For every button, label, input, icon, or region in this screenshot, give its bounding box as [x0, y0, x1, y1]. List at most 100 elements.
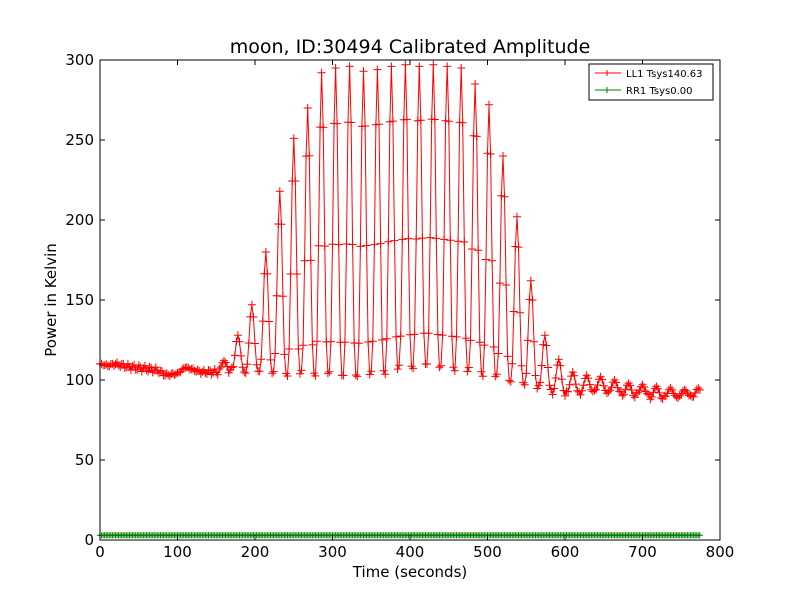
series-point-ll1: [272, 291, 281, 300]
series-point-ll1: [326, 337, 335, 346]
series-point-ll1: [345, 62, 354, 71]
series-point-ll1: [516, 308, 524, 317]
series-point-ll1: [619, 390, 628, 399]
series-point-ll1: [311, 371, 320, 380]
series-point-ll1: [269, 367, 278, 376]
series-point-ll1: [449, 363, 458, 372]
series-point-ll1: [457, 64, 466, 72]
series-point-ll1: [499, 152, 507, 160]
series-point-ll1: [443, 62, 452, 71]
series-point-ll1: [506, 377, 515, 386]
series-point-ll1: [402, 115, 411, 124]
x-tick-label: 700: [628, 543, 657, 561]
series-point-ll1: [565, 380, 574, 389]
series-point-ll1: [599, 381, 608, 390]
series-point-ll1: [347, 118, 356, 127]
series-point-ll1: [482, 255, 490, 264]
series-point-ll1: [356, 242, 365, 251]
series-point-ll1: [435, 363, 444, 372]
series-point-ll1: [294, 345, 303, 353]
series-point-ll1: [437, 361, 445, 370]
series-point-rr1: [696, 532, 703, 539]
series-point-ll1: [354, 339, 363, 348]
series-point-ll1: [368, 337, 377, 346]
series-point-ll1: [691, 388, 700, 397]
series-point-ll1: [627, 386, 636, 394]
series-point-ll1: [433, 330, 442, 339]
series-point-ll1: [454, 237, 463, 246]
series-point-ll1: [536, 378, 545, 387]
series-point-ll1: [171, 370, 180, 379]
series-point-ll1: [263, 269, 272, 278]
series-point-ll1: [140, 361, 149, 370]
series-point-ll1: [297, 366, 306, 375]
series-point-ll1: [630, 393, 639, 402]
series-point-ll1: [477, 367, 486, 376]
series-point-ll1: [545, 381, 554, 390]
series-point-ll1: [429, 60, 438, 69]
series-point-ll1: [235, 337, 244, 346]
series-point-ll1: [249, 313, 258, 321]
series-point-ll1: [547, 385, 555, 394]
legend-box: [588, 63, 714, 101]
series-point-ll1: [486, 150, 495, 158]
series-point-ll1: [373, 65, 382, 74]
series-point-ll1: [308, 340, 317, 349]
series-point-ll1: [220, 356, 228, 365]
y-tick-label: 150: [65, 291, 94, 309]
series-point-ll1: [635, 386, 644, 395]
series-point-ll1: [531, 371, 540, 380]
series-point-ll1: [216, 363, 225, 372]
series-point-ll1: [561, 391, 569, 400]
series-point-ll1: [460, 238, 469, 246]
series-point-ll1: [452, 332, 461, 341]
series-point-ll1: [382, 334, 391, 343]
series-point-ll1: [247, 300, 256, 309]
series-point-ll1: [485, 100, 493, 109]
series-point-ll1: [418, 234, 427, 243]
series-point-ll1: [221, 358, 230, 367]
series-point-ll1: [592, 385, 600, 394]
series-point-ll1: [283, 372, 292, 380]
series-point-ll1: [299, 341, 308, 350]
ticks-layer: 0 100 200 300 400 500 600 700 800 0 50 100 150 200 250…: [65, 51, 734, 561]
series-point-ll1: [450, 366, 459, 375]
series-point-ll1: [233, 331, 242, 340]
legend: LL1 Tsys140.63 RR1 Tsys0.00: [588, 63, 714, 101]
series-point-ll1: [430, 115, 439, 124]
y-tick-label: 300: [65, 51, 94, 69]
series-point-ll1: [215, 364, 224, 373]
series-point-ll1: [440, 235, 449, 244]
series-point-ll1: [261, 248, 270, 256]
series-point-ll1: [694, 384, 703, 392]
series-point-ll1: [376, 239, 385, 248]
series-point-ll1: [313, 337, 321, 346]
series-point-ll1: [303, 104, 312, 112]
series-point-ll1: [475, 338, 484, 347]
x-tick-label: 600: [551, 543, 580, 561]
series-point-ll1: [570, 371, 579, 380]
series-point-ll1: [615, 387, 624, 396]
series-point-ll1: [364, 338, 373, 346]
series-point-ll1: [526, 276, 535, 285]
series-point-ll1: [444, 117, 453, 126]
series-point-ll1: [213, 370, 222, 379]
series-point-ll1: [353, 372, 362, 381]
y-tick-label: 200: [65, 211, 94, 229]
series-point-ll1: [339, 371, 348, 380]
series-point-ll1: [296, 369, 304, 378]
series-point-ll1: [522, 369, 531, 378]
series-point-ll1: [370, 240, 379, 249]
series-point-ll1: [464, 363, 473, 372]
series-point-ll1: [654, 384, 662, 393]
series-point-ll1: [432, 234, 441, 243]
series-point-ll1: [365, 370, 374, 379]
y-axis-label: Power in Kelvin: [42, 243, 60, 357]
series-point-ll1: [277, 220, 286, 229]
series-point-ll1: [502, 281, 511, 289]
series-point-ll1: [359, 67, 368, 76]
series-point-ll1: [331, 64, 340, 72]
series-point-ll1: [503, 352, 512, 361]
series-point-ll1: [571, 380, 580, 389]
series-point-ll1: [388, 117, 397, 126]
